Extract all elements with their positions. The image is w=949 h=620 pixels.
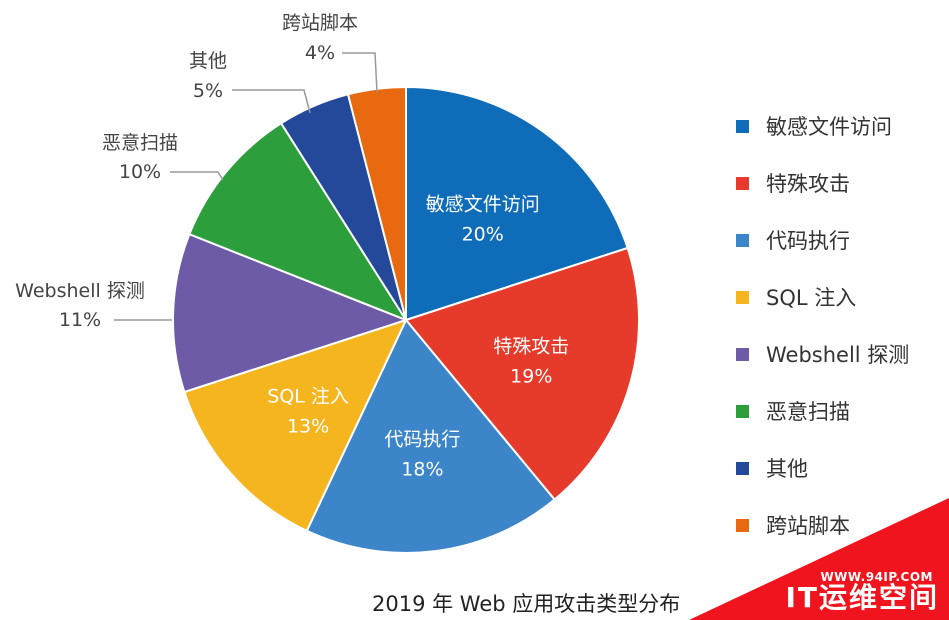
- legend-label-恶意扫描: 恶意扫描: [766, 400, 850, 424]
- watermark-brand: IT运维空间: [785, 581, 939, 614]
- pie-slice-恶意扫描: [188, 121, 409, 323]
- callout-value-webshell-探测: 11%: [59, 309, 101, 331]
- legend-label-其他: 其他: [766, 457, 808, 481]
- leader-line-跨站脚本: [342, 52, 378, 93]
- leader-line-恶意扫描: [170, 171, 224, 181]
- watermark-url: WWW.94IP.COM: [820, 570, 933, 584]
- slice-value-sql-注入: 13%: [287, 415, 329, 437]
- legend-swatch-代码执行: [736, 234, 749, 247]
- callout-label-恶意扫描: 恶意扫描: [102, 132, 178, 154]
- legend-label-webshell-探测: Webshell 探测: [766, 343, 909, 367]
- slice-label-特殊攻击: 特殊攻击: [493, 335, 569, 357]
- callout-label-跨站脚本: 跨站脚本: [282, 12, 358, 34]
- slice-label-代码执行: 代码执行: [384, 429, 460, 451]
- legend-label-跨站脚本: 跨站脚本: [766, 514, 850, 538]
- chart-title: 2019 年 Web 应用攻击类型分布: [372, 592, 681, 616]
- legend-label-特殊攻击: 特殊攻击: [766, 172, 850, 196]
- pie-slices: [172, 85, 640, 554]
- slice-value-代码执行: 18%: [401, 459, 443, 481]
- slice-value-特殊攻击: 19%: [510, 365, 552, 387]
- callout-value-跨站脚本: 4%: [305, 42, 335, 64]
- callout-label-其他: 其他: [189, 50, 227, 72]
- callout-value-其他: 5%: [193, 80, 223, 102]
- callout-label-webshell-探测: Webshell 探测: [15, 280, 145, 302]
- slice-labels: 敏感文件访问 20% 特殊攻击 19% 代码执行 18% SQL 注入 13% Webshell…: [15, 12, 569, 481]
- pie-slice-特殊攻击: [404, 246, 640, 501]
- callout-leader-lines: [114, 52, 378, 321]
- slice-label-sql-注入: SQL 注入: [267, 385, 349, 407]
- slice-label-敏感文件访问: 敏感文件访问: [426, 193, 540, 215]
- legend-label-代码执行: 代码执行: [766, 229, 850, 253]
- pie-slice-sql-注入: [183, 318, 408, 533]
- legend-swatch-其他: [736, 462, 749, 475]
- legend-label-敏感文件访问: 敏感文件访问: [766, 115, 892, 139]
- legend-label-sql-注入: SQL 注入: [766, 286, 856, 310]
- slice-value-敏感文件访问: 20%: [462, 223, 504, 245]
- callout-value-恶意扫描: 10%: [119, 161, 161, 183]
- legend-swatch-恶意扫描: [736, 405, 749, 418]
- legend-swatch-跨站脚本: [736, 519, 749, 532]
- watermark-flag: [689, 498, 949, 620]
- legend-swatch-sql-注入: [736, 291, 749, 304]
- pie-slice-webshell-探测: [172, 232, 409, 394]
- legend-swatch-敏感文件访问: [736, 120, 749, 133]
- pie-slice-敏感文件访问: [405, 85, 629, 322]
- legend-swatch-特殊攻击: [736, 177, 749, 190]
- leader-line-其他: [232, 89, 311, 114]
- legend-swatch-webshell-探测: [736, 348, 749, 361]
- pie-slice-代码执行: [305, 318, 556, 554]
